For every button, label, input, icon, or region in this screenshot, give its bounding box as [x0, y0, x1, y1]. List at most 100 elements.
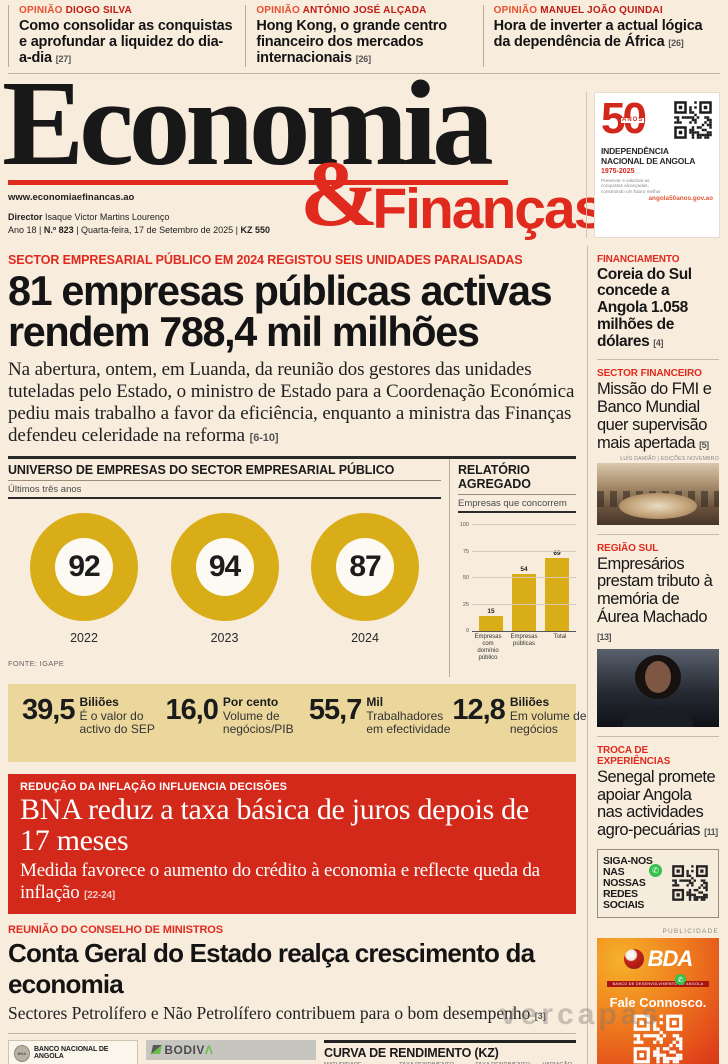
opinion-title: Hong Kong, o grande centro financeiro do…: [256, 18, 447, 67]
council-kicker: REUNIÃO DO CONSELHO DE MINISTROS: [8, 923, 223, 936]
source-note: FONTE: IGAPE: [8, 659, 65, 669]
social-text: SIGA-NOS NAS NOSSAS REDES SOCIAIS: [603, 854, 653, 911]
col-actual: TAXA RENDIMENTO ACTUAL: [388, 1062, 454, 1064]
anniversary-line1: INDEPENDÊNCIA: [601, 145, 669, 156]
lead-deck: Na abertura, ontem, em Luanda, da reuniã…: [8, 359, 575, 446]
stat-description: É o valor do activo do SEP: [79, 708, 155, 737]
masthead-meta: www.economiaefinancas.ao Director Isaque…: [8, 192, 270, 235]
stat-value: 12,8: [452, 694, 505, 727]
lead-headline: 81 empresas públicas activas rendem 788,…: [8, 266, 553, 355]
fifty-anos-logo: 50 ANOS: [601, 93, 647, 143]
page-ref: [13]: [597, 631, 612, 642]
bodiva-header-strip: BODIV Λ: [146, 1039, 316, 1060]
stat-item: 12,8 Biliões Em volume de negócios: [452, 696, 595, 736]
page-ref: [6-10]: [249, 431, 279, 444]
stat-unit: Biliões: [79, 695, 119, 710]
kpi-donut: 87 2024: [307, 513, 423, 645]
page-ref: [26]: [668, 38, 684, 49]
stat-value: 39,5: [22, 694, 75, 727]
lead-kicker: SECTOR EMPRESARIAL PÚBLICO EM 2024 REGIS…: [8, 252, 523, 267]
bda-qr-code: [632, 1013, 684, 1064]
financas-title: Finanças: [372, 176, 605, 241]
newspaper-title: Economia: [2, 55, 494, 191]
stat-unit: Por cento: [222, 695, 279, 710]
photo-credit: LUÍS DAMIÃO | EDIÇÕES NOVEMBRO: [620, 455, 719, 462]
page-ref: [3]: [534, 1010, 546, 1021]
opinion-author: DIOGO SILVA: [65, 5, 132, 16]
stat-value: 55,7: [308, 694, 362, 727]
independence-anniversary-ad: 50 ANOS INDEPENDÊNCIA NACIONAL DE ANGOLA …: [594, 91, 720, 238]
meeting-photo: [597, 462, 719, 525]
anniversary-line2: NACIONAL DE ANGOLA: [601, 155, 696, 166]
bar-chart-cats: Empresas com domínio público Empresas púb…: [474, 634, 567, 662]
bda-brand: BDA: [647, 946, 694, 972]
whatsapp-icon: ✆: [675, 974, 686, 986]
bna-bank-name: BANCO NACIONAL DE ANGOLA: [33, 1046, 109, 1061]
sidebar-story-senegal: TROCA DE EXPERIÊNCIAS Senegal promete ap…: [597, 744, 718, 840]
bodiva-icon: [151, 1045, 163, 1055]
council-deck: Sectores Petrolífero e Não Petrolífero c…: [8, 1002, 546, 1023]
stat-item: 55,7 Mil Trabalhadores em efectividade: [309, 696, 452, 736]
newspaper-title-red: & Finanças: [300, 147, 605, 242]
bodiva-logo: BODIV Λ: [151, 1043, 213, 1057]
anniversary-tagline: Preservar e valorizar as conquistas alca…: [601, 177, 661, 195]
kpi-donut: 92 2022: [26, 513, 142, 645]
sidebar: FINANCIAMENTO Coreia do Sul concede a An…: [587, 245, 719, 1064]
banner-kicker: REDUÇÃO DA INFLAÇÃO INFLUENCIA DECISÕES: [20, 781, 288, 794]
sidebar-divider: [597, 735, 719, 737]
sidebar-divider: [597, 359, 719, 361]
col-maturity: MATURIDADE: [324, 1062, 388, 1064]
council-headline: Conta Geral do Estado realça crescimento…: [8, 937, 535, 999]
kpi-subtitle: Últimos três anos: [8, 481, 441, 500]
col-anterior: TAXA RENDIMENTO ANTERIOR: [454, 1062, 530, 1064]
stat-description: Trabalhadores em efectividade: [366, 708, 451, 737]
stat-unit: Mil: [366, 695, 384, 710]
bda-advertisement: BDA BANCO DE DESENVOLVIMENTO DE ANGOLA F…: [597, 938, 719, 1064]
opinion-item: OPINIÃO MANUEL JOÃO QUINDAI Hora de inve…: [482, 5, 720, 67]
opinion-strip: OPINIÃO DIOGO SILVA Como consolidar as c…: [8, 0, 720, 74]
main-column: SECTOR EMPRESARIAL PÚBLICO EM 2024 REGIS…: [8, 246, 587, 1064]
publicidade-label: PUBLICIDADE: [662, 928, 719, 936]
opinion-item: OPINIÃO ANTÓNIO JOSÉ ALÇADA Hong Kong, o…: [245, 5, 482, 67]
bar-chart-plot: 15 54 69 0 25 50 75 100: [460, 522, 576, 634]
masthead-divider: [586, 91, 587, 238]
stat-item: 16,0 Por cento Volume de negócios/PIB: [165, 696, 308, 736]
page-ref: [26]: [355, 54, 371, 65]
bda-cta: Fale Connosco.: [609, 995, 707, 1011]
stats-band: 39,5 Biliões É o valor do activo do SEP …: [8, 684, 587, 763]
stat-value: 16,0: [165, 694, 218, 727]
bar-chart-title: RELATÓRIO AGREGADO: [458, 459, 576, 496]
opinion-label: OPINIÃO: [19, 5, 63, 16]
bar-chart-panel: RELATÓRIO AGREGADO Empresas que concorre…: [449, 459, 576, 678]
col-variation: VARIAÇÃO: [530, 1062, 572, 1064]
kpi-donuts: 92 2022 94 2023 87 2024: [8, 499, 441, 645]
banner-headline: BNA reduz a taxa básica de juros depois …: [20, 793, 529, 857]
opinion-title: Como consolidar as conquistas e aprofund…: [19, 18, 233, 67]
opinion-author: ANTÓNIO JOSÉ ALÇADA: [302, 5, 427, 16]
opinion-kicker: OPINIÃO ANTÓNIO JOSÉ ALÇADA: [256, 5, 472, 16]
kpi-title: UNIVERSO DE EMPRESAS DO SECTOR EMPRESARI…: [8, 459, 441, 482]
page-ref: [27]: [55, 54, 71, 65]
sidebar-story-fmi: SECTOR FINANCEIRO Missão do FMI e Banco …: [597, 368, 719, 525]
opinion-title: Hora de inverter a actual lógica da depe…: [493, 18, 703, 51]
sidebar-story-financiamento: FINANCIAMENTO Coreia do Sul concede a An…: [597, 253, 692, 350]
bda-logo-icon: [623, 949, 644, 970]
stat-unit: Biliões: [509, 695, 550, 710]
bda-bank-name: BANCO DE DESENVOLVIMENTO DE ANGOLA: [606, 981, 710, 988]
opinion-label: OPINIÃO: [256, 5, 300, 16]
sidebar-story-regiao-sul: REGIÃO SUL Empresários prestam tributo à…: [597, 543, 719, 727]
bar-chart: 15 54 69 0 25 50 75 100 Empresas com domínio p…: [458, 522, 576, 662]
opinion-label: OPINIÃO: [493, 5, 538, 16]
portrait-photo: [597, 648, 719, 727]
opinion-kicker: OPINIÃO DIOGO SILVA: [19, 5, 235, 16]
masthead: Economia & Finanças www.economiaefinanca…: [2, 56, 720, 246]
main-content: SECTOR EMPRESARIAL PÚBLICO EM 2024 REGIS…: [8, 245, 720, 1064]
bar-chart-bars: 15 54 69: [472, 525, 576, 632]
bna-logo: BNA: [14, 1044, 30, 1062]
opinion-item: OPINIÃO DIOGO SILVA Como consolidar as c…: [8, 5, 245, 67]
edition-line: Ano 18 | N.º 823 | Quarta-feira, 17 de S…: [8, 224, 270, 235]
watermark: vercapas: [500, 998, 663, 1031]
director-line: Director Isaque Victor Martins Lourenço: [8, 211, 170, 222]
anniversary-years: 1975-2025: [601, 167, 635, 175]
